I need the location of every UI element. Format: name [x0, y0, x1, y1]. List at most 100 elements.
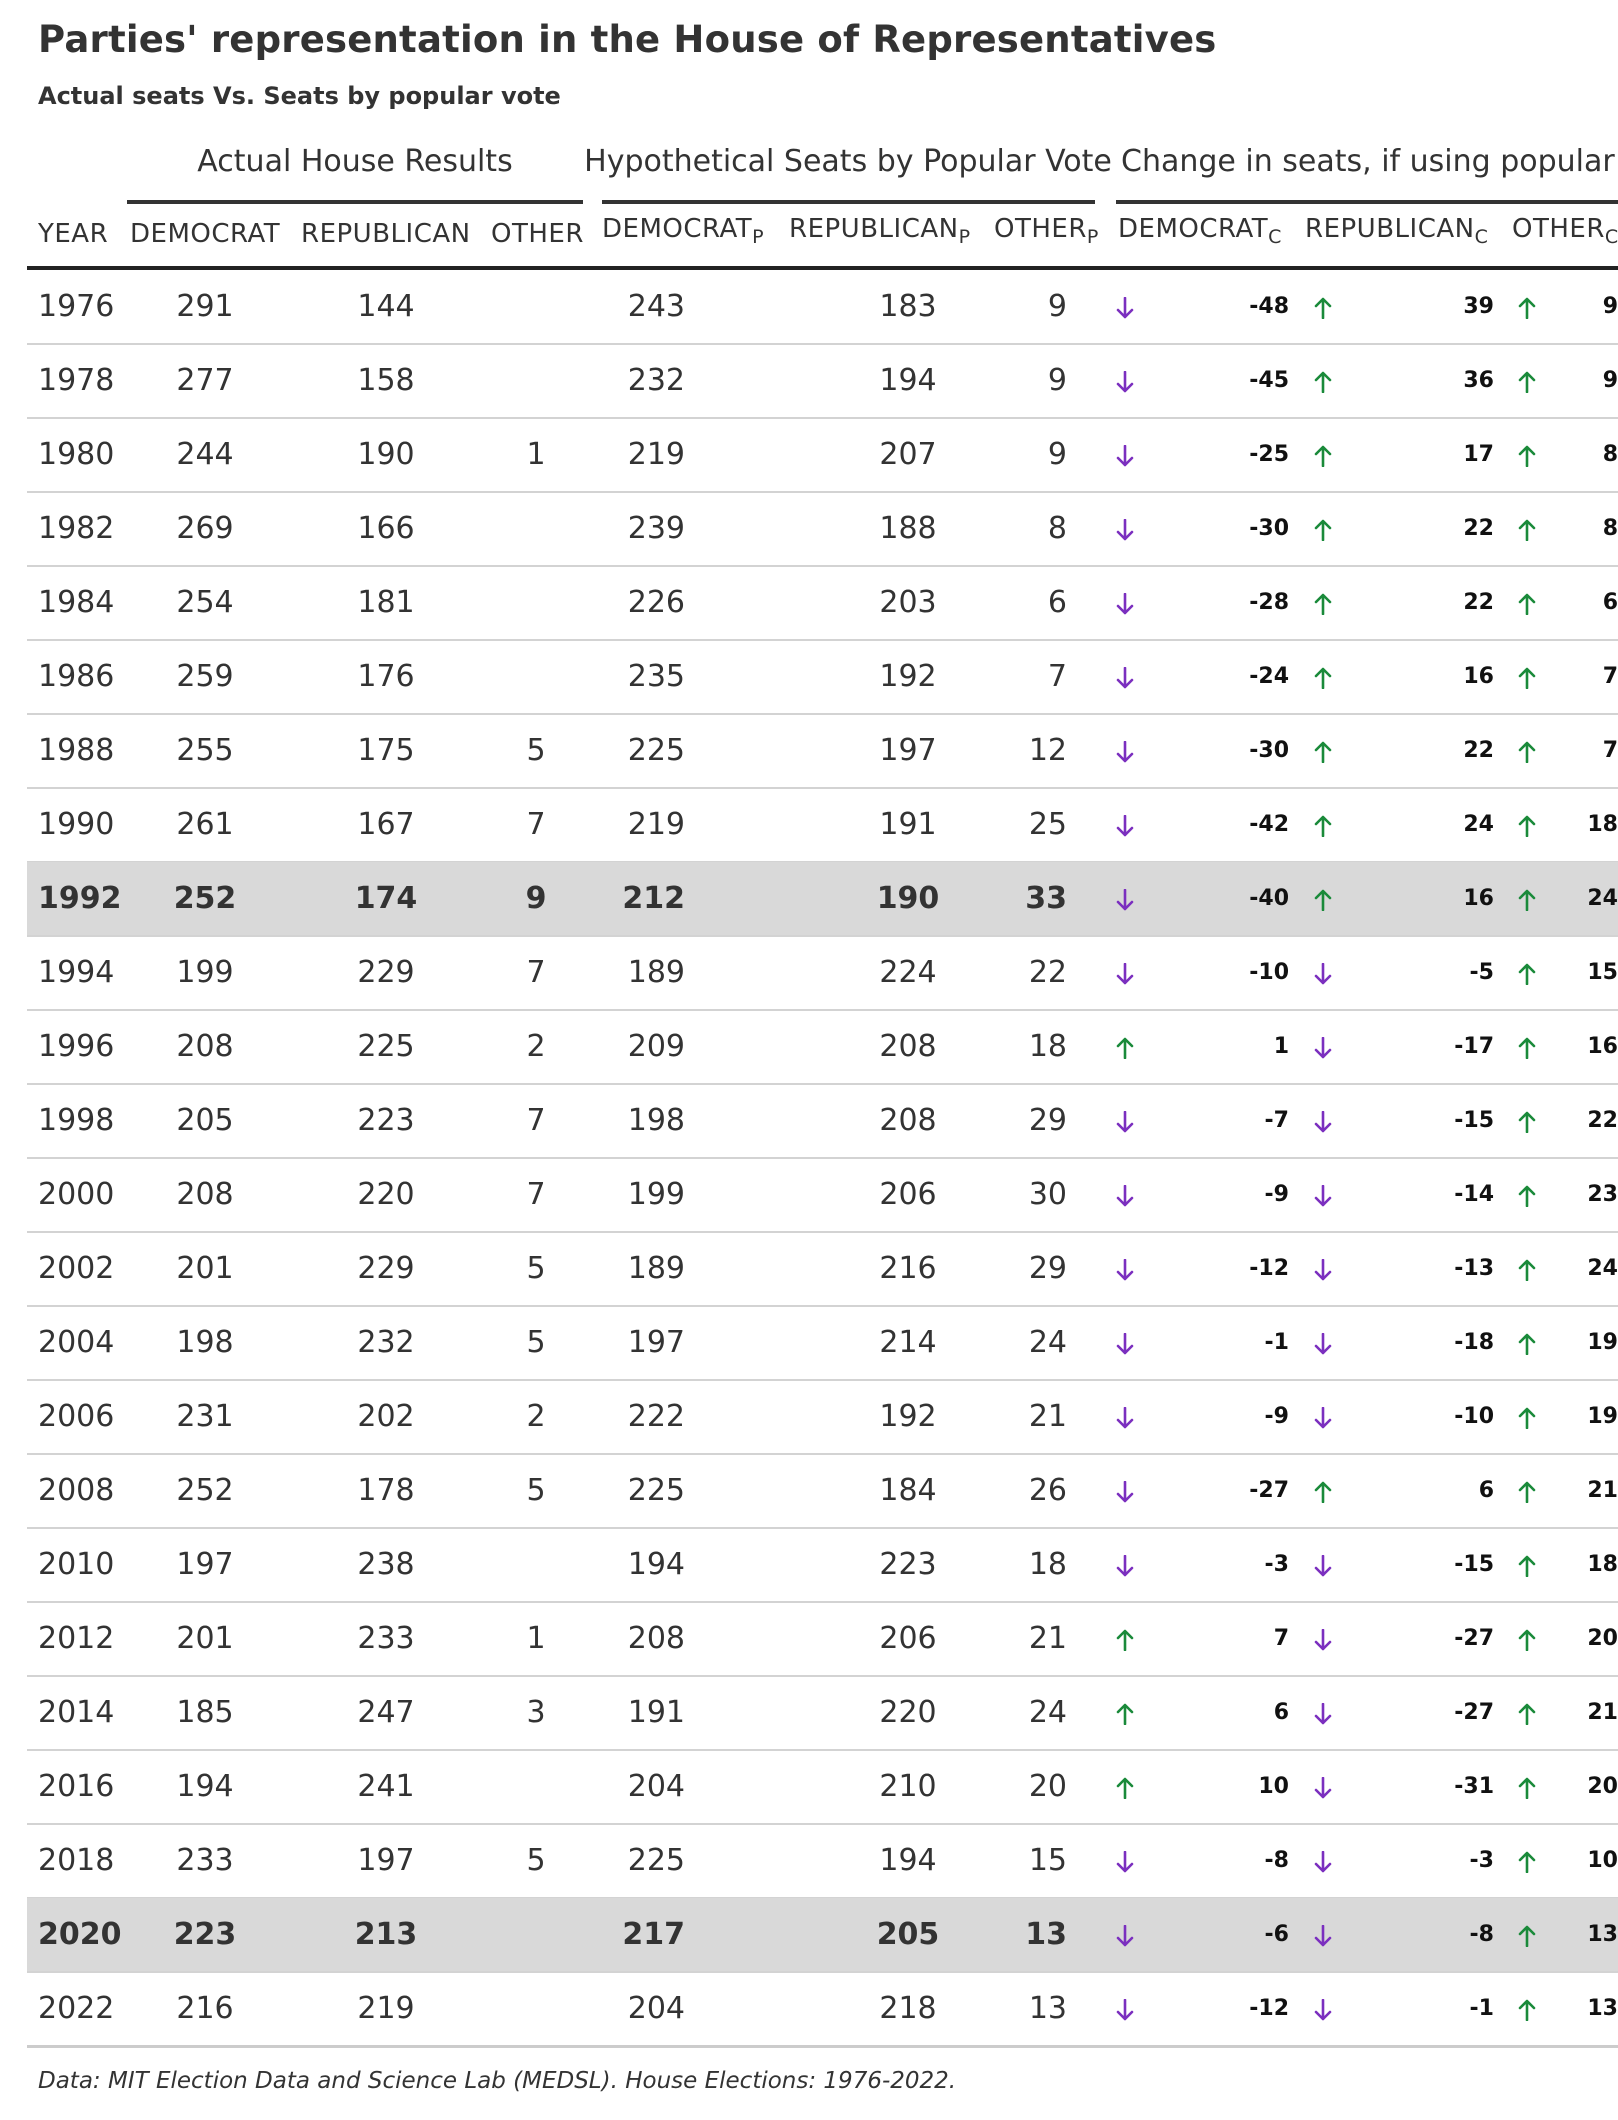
cell-year: 2004: [38, 1325, 115, 1360]
cell-democrat: 244: [176, 437, 234, 472]
cell-other-p: 29: [1028, 1251, 1067, 1286]
cell-republican-change: -18: [1454, 1330, 1494, 1355]
arrow-up-icon: [1517, 1777, 1537, 1800]
cell-republican: 178: [357, 1473, 415, 1508]
arrow-down-icon: [1115, 814, 1135, 837]
arrow-up-icon: [1313, 371, 1333, 394]
cell-other-p: 15: [1028, 1843, 1067, 1878]
arrow-up-icon: [1313, 889, 1333, 912]
row-divider: [27, 1157, 1618, 1159]
cell-republican-change: 22: [1463, 590, 1494, 615]
cell-other-p: 25: [1028, 807, 1067, 842]
cell-democrat-p: 225: [627, 733, 685, 768]
row-divider: [27, 491, 1618, 493]
cell-other-change: 6: [1602, 590, 1618, 615]
cell-other-p: 24: [1028, 1695, 1067, 1730]
cell-republican-change: -14: [1454, 1182, 1494, 1207]
cell-year: 1980: [38, 437, 115, 472]
row-divider: [27, 1453, 1618, 1455]
arrow-down-icon: [1313, 1776, 1333, 1799]
arrow-down-icon: [1115, 592, 1135, 615]
cell-republican: 229: [357, 955, 415, 990]
cell-republican: 225: [357, 1029, 415, 1064]
arrow-down-icon: [1115, 1554, 1135, 1577]
cell-republican-p: 183: [879, 289, 937, 324]
cell-other-p: 9: [1047, 289, 1067, 324]
arrow-up-icon: [1517, 889, 1537, 912]
cell-republican-change: -5: [1469, 960, 1494, 985]
cell-democrat: 223: [173, 1917, 237, 1952]
cell-democrat: 277: [176, 363, 234, 398]
row-divider: [27, 565, 1618, 567]
cell-other-p: 24: [1028, 1325, 1067, 1360]
table-row: 1982 269 166 239 188 8 -30 22 8: [27, 492, 1618, 566]
table-row: 2014 185 247 3 191 220 24 6 -27 21: [27, 1676, 1618, 1750]
cell-democrat-change: -27: [1249, 1478, 1289, 1503]
cell-other-change: 8: [1602, 442, 1618, 467]
cell-democrat: 185: [176, 1695, 234, 1730]
cell-other-p: 13: [1025, 1917, 1067, 1952]
cell-republican: 144: [357, 289, 415, 324]
col-header-other-p: OTHERP: [994, 214, 1099, 248]
cell-democrat-change: -42: [1249, 812, 1289, 837]
cell-democrat: 261: [176, 807, 234, 842]
header-rule: [27, 266, 1618, 270]
cell-other-change: 7: [1602, 664, 1618, 689]
table-row: 1994 199 229 7 189 224 22 -10 -5 15: [27, 936, 1618, 1010]
cell-republican-p: 214: [879, 1325, 937, 1360]
cell-democrat-p: 208: [627, 1621, 685, 1656]
cell-democrat-change: -1: [1264, 1330, 1289, 1355]
cell-democrat-p: 235: [627, 659, 685, 694]
arrow-up-icon: [1517, 815, 1537, 838]
spanner-hypothetical-rule: [602, 200, 1095, 204]
row-divider: [27, 417, 1618, 419]
arrow-down-icon: [1115, 444, 1135, 467]
arrow-up-icon: [1517, 297, 1537, 320]
row-divider: [27, 1231, 1618, 1233]
cell-democrat: 216: [176, 1991, 234, 2026]
cell-republican-change: -15: [1454, 1108, 1494, 1133]
arrow-up-icon: [1517, 1925, 1537, 1948]
arrow-down-icon: [1313, 1184, 1333, 1207]
table-row: 1988 255 175 5 225 197 12 -30 22 7: [27, 714, 1618, 788]
arrow-down-icon: [1115, 740, 1135, 763]
cell-democrat: 269: [176, 511, 234, 546]
arrow-up-icon: [1517, 1481, 1537, 1504]
arrow-down-icon: [1115, 1184, 1135, 1207]
table-row: 2018 233 197 5 225 194 15 -8 -3 10: [27, 1824, 1618, 1898]
cell-democrat-p: 199: [627, 1177, 685, 1212]
spanner-change: Change in seats, if using popular vote: [1121, 144, 1618, 179]
cell-republican-change: 17: [1463, 442, 1494, 467]
cell-other-change: 10: [1587, 1848, 1618, 1873]
arrow-up-icon: [1517, 1037, 1537, 1060]
cell-other: 5: [526, 1843, 546, 1878]
cell-democrat-change: -7: [1264, 1108, 1289, 1133]
arrow-down-icon: [1313, 1406, 1333, 1429]
arrow-up-icon: [1313, 519, 1333, 542]
table-row: 2010 197 238 194 223 18 -3 -15 18: [27, 1528, 1618, 1602]
table-row: 2022 216 219 204 218 13 -12 -1 13: [27, 1972, 1618, 2046]
arrow-down-icon: [1313, 1554, 1333, 1577]
cell-democrat-p: 189: [627, 955, 685, 990]
cell-republican: 229: [357, 1251, 415, 1286]
arrow-up-icon: [1517, 741, 1537, 764]
cell-republican-p: 194: [879, 1843, 937, 1878]
cell-year: 2006: [38, 1399, 115, 1434]
cell-republican-p: 190: [876, 881, 940, 916]
cell-democrat-p: 219: [627, 807, 685, 842]
cell-democrat-change: 1: [1273, 1034, 1289, 1059]
cell-democrat-change: 6: [1273, 1700, 1289, 1725]
table-row: 1998 205 223 7 198 208 29 -7 -15 22: [27, 1084, 1618, 1158]
cell-republican-change: 22: [1463, 738, 1494, 763]
col-header-year: YEAR: [38, 219, 109, 249]
cell-other: 1: [526, 437, 546, 472]
arrow-up-icon: [1517, 667, 1537, 690]
cell-other-p: 18: [1028, 1547, 1067, 1582]
arrow-down-icon: [1313, 1110, 1333, 1133]
cell-year: 1984: [38, 585, 115, 620]
cell-republican-p: 205: [876, 1917, 940, 1952]
cell-year: 1994: [38, 955, 115, 990]
arrow-up-icon: [1517, 1999, 1537, 2022]
cell-republican-change: -10: [1454, 1404, 1494, 1429]
cell-year: 1996: [38, 1029, 115, 1064]
